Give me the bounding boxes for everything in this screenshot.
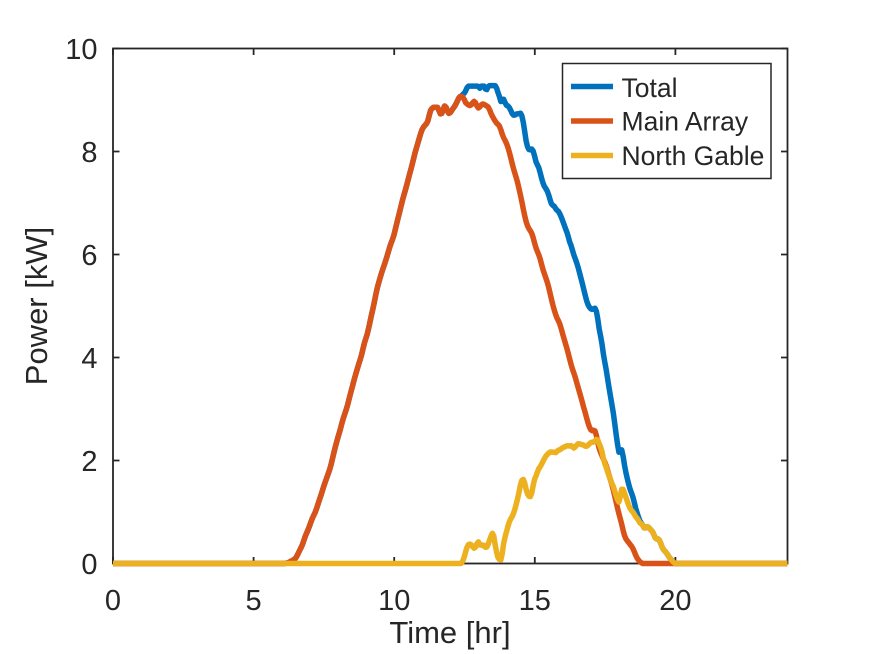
svg-text:2: 2: [81, 446, 97, 478]
svg-text:15: 15: [519, 585, 551, 617]
svg-text:10: 10: [378, 585, 410, 617]
svg-text:0: 0: [105, 585, 121, 617]
svg-text:Main Array: Main Array: [622, 107, 749, 137]
svg-text:8: 8: [81, 137, 97, 169]
svg-text:North Gable: North Gable: [622, 141, 765, 171]
svg-text:6: 6: [81, 240, 97, 272]
svg-text:Time [hr]: Time [hr]: [389, 615, 510, 650]
svg-text:Total: Total: [622, 73, 678, 103]
svg-text:0: 0: [81, 549, 97, 581]
svg-text:5: 5: [246, 585, 262, 617]
svg-text:4: 4: [81, 343, 97, 375]
svg-text:Power [kW]: Power [kW]: [19, 227, 54, 385]
svg-text:20: 20: [659, 585, 691, 617]
svg-text:10: 10: [65, 34, 97, 66]
